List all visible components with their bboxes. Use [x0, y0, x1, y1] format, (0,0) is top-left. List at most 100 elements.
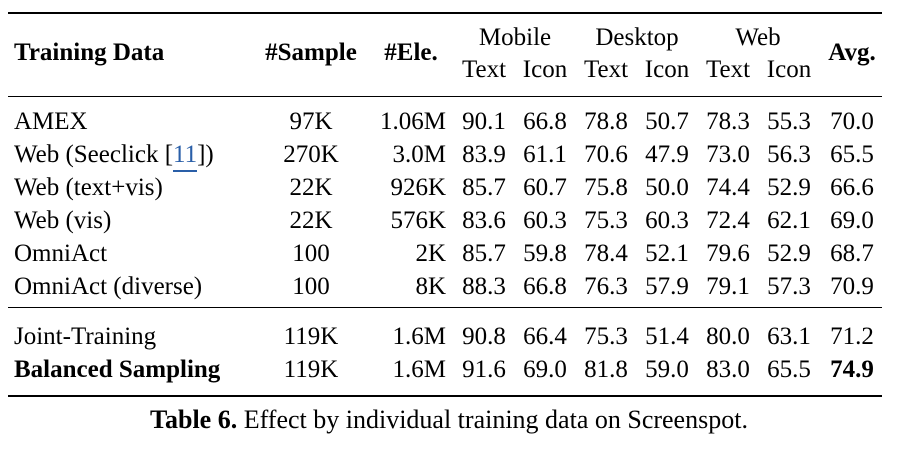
cell-web-text: 83.0 [706, 356, 750, 383]
row-name-end: ]) [197, 141, 214, 168]
cell-sample: 22K [289, 174, 333, 201]
cell-ele: 576K [390, 207, 446, 234]
row-name: OmniAct (diverse) [14, 273, 203, 300]
header-sample: #Sample [265, 39, 357, 66]
row-name: Web (vis) [14, 207, 112, 234]
cell-desktop-text: 75.3 [584, 323, 628, 350]
cell-mobile-text: 83.6 [462, 207, 506, 234]
cell-web-icon: 55.3 [767, 108, 811, 135]
cell-avg: 66.6 [830, 174, 874, 201]
cell-web-text: 79.6 [706, 240, 750, 267]
cell-desktop-text: 78.4 [584, 240, 628, 267]
cell-desktop-text: 81.8 [584, 356, 628, 383]
cell-web-icon: 52.9 [767, 174, 811, 201]
cell-web-text: 72.4 [706, 207, 750, 234]
header-mobile-icon: Icon [522, 56, 568, 83]
cell-mobile-text: 91.6 [462, 356, 506, 383]
row-name: AMEX [14, 108, 88, 135]
cell-desktop-text: 75.3 [584, 207, 628, 234]
cell-avg: 70.9 [830, 273, 874, 300]
caption-label: Table 6. [150, 405, 238, 434]
row-name: Web (text+vis) [14, 174, 163, 201]
cell-mobile-text: 85.7 [462, 174, 506, 201]
cell-desktop-text: 75.8 [584, 174, 628, 201]
header-training-data: Training Data [14, 39, 165, 66]
cell-mobile-text: 88.3 [462, 273, 506, 300]
cell-sample: 100 [292, 240, 330, 267]
cell-sample: 97K [289, 108, 333, 135]
caption-text: Effect by individual training data on Sc… [237, 405, 748, 434]
cell-web-text: 79.1 [706, 273, 750, 300]
cell-sample: 100 [292, 273, 330, 300]
header-desktop-text: Text [583, 56, 629, 83]
citation-number: 11 [173, 141, 198, 172]
cell-web-text: 78.3 [706, 108, 750, 135]
cell-desktop-icon: 50.7 [645, 108, 689, 135]
header-desktop: Desktop [595, 24, 679, 51]
row-name-start: Web (Seeclick [ [14, 141, 174, 168]
cell-ele: 1.06M [380, 108, 446, 135]
header-web-icon: Icon [766, 56, 812, 83]
cell-web-icon: 57.3 [767, 273, 811, 300]
cell-desktop-text: 70.6 [584, 141, 628, 168]
cell-ele: 1.6M [392, 356, 446, 383]
citation-link[interactable]: 11 [173, 141, 198, 172]
cell-web-icon: 52.9 [767, 240, 811, 267]
cell-mobile-icon: 60.7 [523, 174, 567, 201]
cell-mobile-icon: 61.1 [523, 141, 567, 168]
cell-mobile-icon: 60.3 [523, 207, 567, 234]
cell-web-icon: 63.1 [767, 323, 811, 350]
top-rule [8, 12, 882, 14]
header-avg: Avg. [828, 39, 876, 66]
cell-desktop-icon: 60.3 [645, 207, 689, 234]
cell-desktop-text: 76.3 [584, 273, 628, 300]
header-rule [8, 96, 882, 97]
cell-ele: 8K [415, 273, 446, 300]
cell-desktop-text: 78.8 [584, 108, 628, 135]
cell-avg: 68.7 [830, 240, 874, 267]
cell-avg: 71.2 [830, 323, 874, 350]
cell-web-icon: 65.5 [767, 356, 811, 383]
cell-sample: 270K [283, 141, 339, 168]
header-web-text: Text [705, 56, 751, 83]
header-desktop-icon: Icon [644, 56, 690, 83]
row-name: Joint-Training [14, 323, 157, 350]
cell-sample: 119K [283, 323, 339, 350]
cell-web-text: 80.0 [706, 323, 750, 350]
cell-avg: 65.5 [830, 141, 874, 168]
cell-desktop-icon: 59.0 [645, 356, 689, 383]
cell-web-icon: 56.3 [767, 141, 811, 168]
cell-web-text: 73.0 [706, 141, 750, 168]
cell-desktop-icon: 57.9 [645, 273, 689, 300]
row-name: Balanced Sampling [14, 356, 221, 383]
cell-mobile-text: 90.1 [462, 108, 506, 135]
cell-mobile-text: 85.7 [462, 240, 506, 267]
cell-sample: 22K [289, 207, 333, 234]
cell-web-text: 74.4 [706, 174, 750, 201]
cell-mobile-text: 83.9 [462, 141, 506, 168]
cell-mobile-icon: 59.8 [523, 240, 567, 267]
cell-avg: 70.0 [830, 108, 874, 135]
cell-avg: 74.9 [830, 356, 874, 383]
cell-desktop-icon: 47.9 [645, 141, 689, 168]
group-rule [8, 307, 882, 308]
cell-web-icon: 62.1 [767, 207, 811, 234]
cell-avg: 69.0 [830, 207, 874, 234]
header-web: Web [735, 24, 781, 51]
cell-mobile-text: 90.8 [462, 323, 506, 350]
header-ele: #Ele. [384, 39, 438, 66]
header-mobile: Mobile [478, 24, 552, 51]
table-caption: Table 6. Effect by individual training d… [0, 404, 898, 436]
row-name: Web (Seeclick [11]) [14, 140, 214, 172]
cell-desktop-icon: 51.4 [645, 323, 689, 350]
cell-mobile-icon: 66.8 [523, 273, 567, 300]
cell-ele: 3.0M [392, 141, 446, 168]
cell-mobile-icon: 69.0 [523, 356, 567, 383]
row-name: OmniAct [14, 240, 108, 267]
cell-ele: 1.6M [392, 323, 446, 350]
cell-ele: 926K [390, 174, 446, 201]
cell-mobile-icon: 66.4 [523, 323, 567, 350]
cell-mobile-icon: 66.8 [523, 108, 567, 135]
cell-desktop-icon: 50.0 [645, 174, 689, 201]
header-mobile-text: Text [461, 56, 507, 83]
